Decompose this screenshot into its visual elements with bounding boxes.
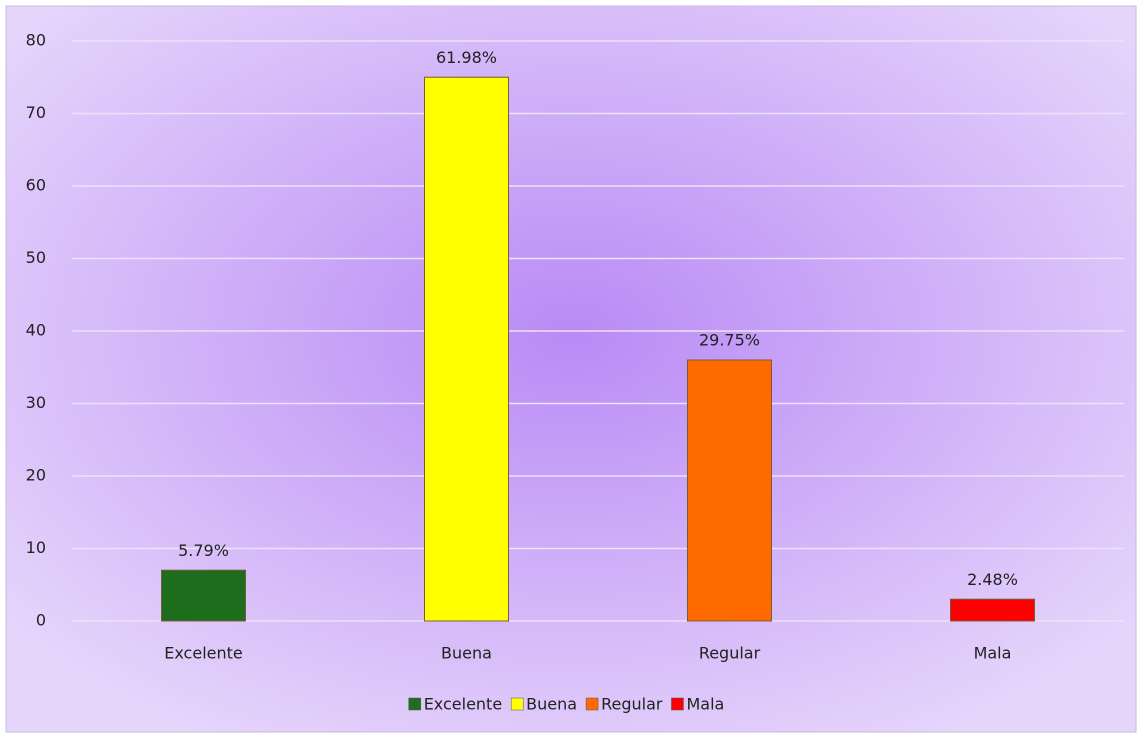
x-tick-label: Mala (974, 644, 1012, 663)
y-tick-label: 50 (26, 248, 46, 267)
x-tick-label: Excelente (164, 644, 242, 663)
bar (161, 569, 246, 622)
y-tick-label: 60 (26, 176, 46, 195)
legend-swatch (510, 697, 524, 711)
x-tick-label: Buena (441, 644, 492, 663)
annotation: 5.79% (178, 541, 229, 560)
y-tick-label: 20 (26, 466, 46, 485)
bar (687, 359, 772, 622)
annotation: 29.75% (699, 331, 760, 350)
legend-label: Regular (601, 695, 663, 714)
bar (950, 598, 1035, 622)
legend-label: Mala (686, 695, 724, 714)
legend-swatch (585, 697, 599, 711)
legend-label: Excelente (424, 695, 502, 714)
legend-swatch (671, 697, 684, 711)
x-tick-label: Regular (699, 644, 761, 663)
y-tick-label: 0 (36, 611, 46, 630)
y-tick-label: 80 (26, 31, 46, 50)
annotation: 61.98% (436, 48, 497, 67)
legend: Excelente Buena Regular Mala (408, 695, 724, 714)
y-tick-label: 30 (26, 393, 46, 412)
y-tick-label: 70 (26, 103, 46, 122)
y-tick-label: 10 (26, 538, 46, 557)
legend-label: Buena (526, 695, 577, 714)
background (5, 5, 1137, 733)
y-tick-label: 40 (26, 321, 46, 340)
annotation: 2.48% (967, 570, 1018, 589)
bar (424, 76, 509, 622)
legend-swatch (408, 697, 421, 711)
